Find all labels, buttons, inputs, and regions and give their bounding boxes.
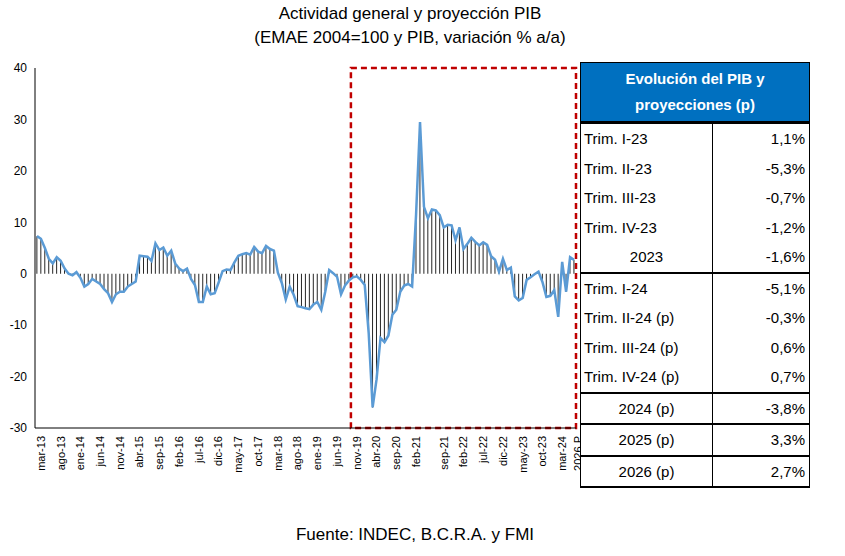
html-text:Actividad general y proyección: Actividad general y proyección PIB — [278, 4, 542, 23]
html-text:2025 (p): 2025 (p) — [618, 431, 675, 449]
html-text:-5,3%: -5,3% — [765, 159, 805, 177]
svg-text:40: 40 — [14, 61, 28, 75]
html-text:0,7%: 0,7% — [770, 368, 805, 386]
svg-text:-20: -20 — [10, 370, 28, 384]
html-text:2024 (p): 2024 (p) — [618, 399, 675, 417]
svg-text:jun-14: jun-14 — [94, 436, 106, 468]
svg-text:dic-22: dic-22 — [497, 436, 509, 466]
svg-text:nov-19: nov-19 — [351, 436, 363, 470]
html-text:2023: 2023 — [629, 248, 664, 266]
svg-text:10: 10 — [14, 216, 28, 230]
svg-text:feb-16: feb-16 — [173, 436, 185, 467]
svg-text:dic-16: dic-16 — [212, 436, 224, 466]
svg-text:2026 P: 2026 P — [572, 436, 580, 471]
html-text:0,6%: 0,6% — [770, 338, 805, 356]
html-text:Trim. IV-24 (p): Trim. IV-24 (p) — [584, 368, 680, 386]
svg-text:may-23: may-23 — [517, 436, 529, 473]
html-text:-1,2%: -1,2% — [765, 218, 805, 236]
html-text:(EMAE 2004=100 y PIB, variació: (EMAE 2004=100 y PIB, variación % a/a) — [254, 28, 566, 47]
svg-text:feb-21: feb-21 — [410, 436, 422, 467]
svg-text:ago-18: ago-18 — [291, 436, 303, 470]
html-text:Trim. III-24 (p): Trim. III-24 (p) — [584, 338, 679, 356]
html-text:3,3%: 3,3% — [770, 431, 805, 449]
svg-text:mar-13: mar-13 — [35, 436, 47, 471]
html-text:-0,3%: -0,3% — [765, 309, 805, 327]
svg-text:feb-22: feb-22 — [457, 436, 469, 467]
svg-text:sep-21: sep-21 — [438, 436, 450, 470]
svg-text:30: 30 — [14, 113, 28, 127]
svg-text:oct-23: oct-23 — [536, 436, 548, 467]
html-text:Trim. II-23: Trim. II-23 — [584, 159, 652, 177]
svg-text:sep-15: sep-15 — [153, 436, 165, 470]
svg-text:mar-18: mar-18 — [272, 436, 284, 471]
html-text:-3,8%: -3,8% — [765, 399, 805, 417]
html-text:Fuente: INDEC, B.C.R.A. y FMI: Fuente: INDEC, B.C.R.A. y FMI — [296, 525, 534, 544]
svg-text:may-17: may-17 — [232, 436, 244, 473]
svg-text:abr-20: abr-20 — [370, 436, 382, 468]
html-text:-5,1%: -5,1% — [765, 279, 805, 297]
html-text:-1,6%: -1,6% — [765, 248, 805, 266]
svg-text:jul-22: jul-22 — [477, 436, 489, 464]
html-text:Trim. III-23: Trim. III-23 — [584, 189, 656, 207]
html-text:Trim. I-23: Trim. I-23 — [584, 130, 648, 148]
svg-text:abr-15: abr-15 — [134, 436, 146, 468]
html-text:2,7%: 2,7% — [770, 462, 805, 480]
svg-text:mar-24: mar-24 — [556, 436, 568, 471]
html-text:Trim. I-24: Trim. I-24 — [584, 279, 648, 297]
svg-text:20: 20 — [14, 164, 28, 178]
svg-text:nov-14: nov-14 — [114, 436, 126, 470]
svg-text:oct-17: oct-17 — [252, 436, 264, 467]
svg-text:0: 0 — [20, 267, 27, 281]
html-text:-0,7%: -0,7% — [765, 189, 805, 207]
svg-text:ene-14: ene-14 — [74, 436, 86, 470]
svg-text:ene-19: ene-19 — [311, 436, 323, 470]
svg-text:sep-20: sep-20 — [390, 436, 402, 470]
svg-text:-10: -10 — [10, 318, 28, 332]
svg-text:-30: -30 — [10, 421, 28, 435]
html-text:Trim. II-24 (p): Trim. II-24 (p) — [584, 309, 675, 327]
html-text:Evolución del PIB y proyeccion: Evolución del PIB y proyecciones (p) — [625, 70, 765, 113]
svg-text:jul-16: jul-16 — [193, 436, 205, 464]
svg-text:jun-19: jun-19 — [331, 436, 343, 468]
html-text:Trim. IV-23: Trim. IV-23 — [584, 218, 657, 236]
svg-text:ago-13: ago-13 — [55, 436, 67, 470]
html-text:1,1%: 1,1% — [770, 130, 805, 148]
html-text:2026 (p): 2026 (p) — [618, 462, 675, 480]
